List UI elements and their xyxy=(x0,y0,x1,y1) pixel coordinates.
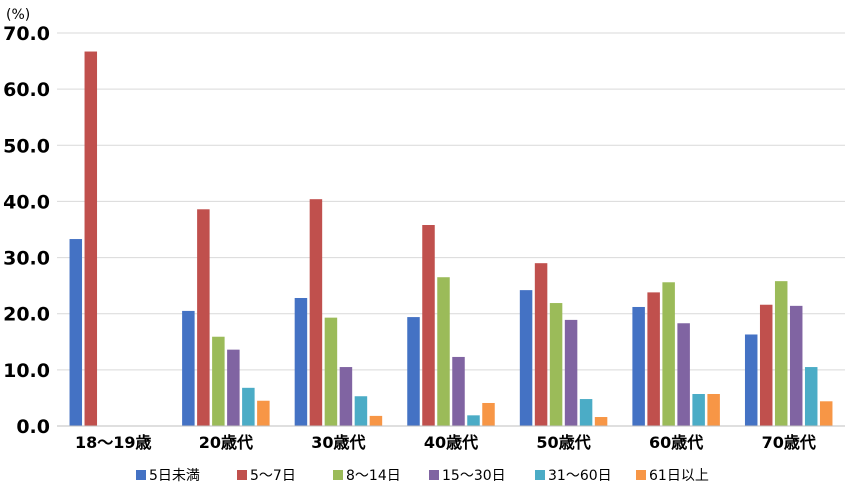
gridlines xyxy=(57,32,845,371)
y-tick-label: 70.0 xyxy=(3,23,50,45)
bar xyxy=(692,393,705,426)
y-tick-label: 60.0 xyxy=(3,79,50,101)
x-tick-label: 20歳代 xyxy=(199,433,253,452)
y-axis-unit-label: (%) xyxy=(6,7,30,23)
legend: 5日未満 5～7日 8～14日 15～30日 31～60日 61日以上 xyxy=(136,468,709,484)
bar xyxy=(632,306,645,426)
bar xyxy=(212,336,225,426)
legend-label: 31～60日 xyxy=(548,468,612,484)
bar xyxy=(69,239,83,426)
bar xyxy=(594,417,608,426)
x-axis-ticks: 18～19歳 20歳代 30歳代 40歳代 50歳代 60歳代 70歳代 xyxy=(75,433,816,452)
bar xyxy=(819,401,833,426)
legend-label: 5～7日 xyxy=(250,468,296,484)
bar xyxy=(647,292,660,426)
bar xyxy=(294,297,308,426)
bar xyxy=(257,400,270,426)
bar xyxy=(774,281,788,426)
y-tick-label: 30.0 xyxy=(3,248,50,270)
y-axis-ticks: 0.0 10.0 20.0 30.0 40.0 50.0 60.0 70.0 xyxy=(3,23,50,438)
legend-label: 61日以上 xyxy=(649,468,709,484)
bar xyxy=(549,303,563,426)
legend-swatch xyxy=(429,470,439,480)
bar xyxy=(309,199,323,426)
bar xyxy=(437,277,450,426)
bar xyxy=(407,317,420,426)
bar xyxy=(467,415,480,426)
bar xyxy=(354,396,368,426)
bar xyxy=(707,393,720,426)
bar xyxy=(369,415,383,426)
legend-label: 15～30日 xyxy=(442,468,506,484)
legend-swatch xyxy=(136,470,146,480)
x-tick-label: 70歳代 xyxy=(762,433,816,452)
x-tick-label: 60歳代 xyxy=(649,433,703,452)
bar xyxy=(339,367,353,426)
bar xyxy=(197,209,210,426)
bar xyxy=(482,402,495,426)
legend-swatch xyxy=(333,470,343,480)
x-tick-label: 40歳代 xyxy=(424,433,478,452)
bars xyxy=(69,51,833,427)
bar xyxy=(452,356,465,426)
x-tick-label: 30歳代 xyxy=(311,433,365,452)
bar xyxy=(564,319,578,426)
x-tick-label: 50歳代 xyxy=(536,433,590,452)
bar xyxy=(534,263,548,426)
bar xyxy=(84,51,98,427)
bar xyxy=(662,282,675,426)
bar xyxy=(579,399,593,426)
legend-label: 8～14日 xyxy=(346,468,401,484)
bar xyxy=(324,317,338,426)
y-tick-label: 50.0 xyxy=(3,135,50,157)
legend-label: 5日未満 xyxy=(149,468,200,484)
bar xyxy=(759,304,773,426)
legend-swatch xyxy=(535,470,545,480)
bar xyxy=(182,310,195,426)
bar xyxy=(789,305,803,426)
y-tick-label: 40.0 xyxy=(3,191,50,213)
bar xyxy=(744,334,758,426)
bar xyxy=(804,367,818,426)
y-tick-label: 20.0 xyxy=(3,304,50,326)
x-tick-label: 18～19歳 xyxy=(75,433,152,452)
y-tick-label: 10.0 xyxy=(3,360,50,382)
bar xyxy=(677,323,690,426)
bar xyxy=(422,225,435,426)
legend-swatch xyxy=(237,470,247,480)
legend-swatch xyxy=(636,470,646,480)
bar xyxy=(519,290,533,426)
y-tick-label: 0.0 xyxy=(16,416,50,438)
bar xyxy=(227,349,240,426)
bar xyxy=(242,387,255,426)
